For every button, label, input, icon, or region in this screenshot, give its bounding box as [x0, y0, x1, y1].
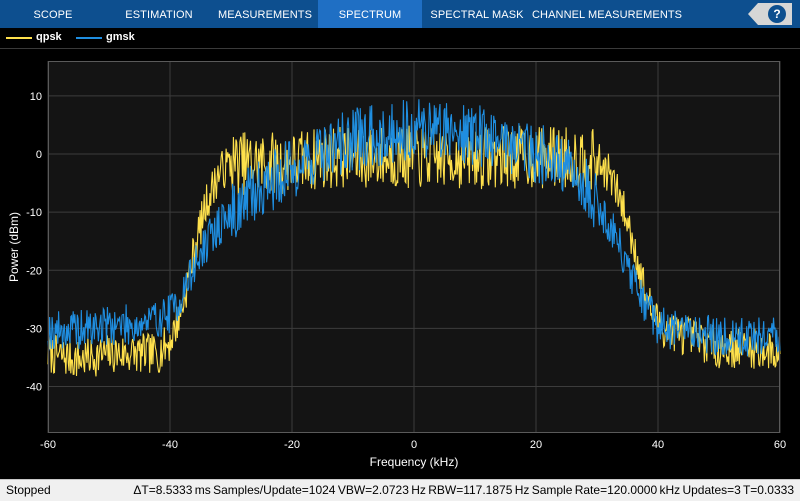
tab-measurements[interactable]: MEASUREMENTS: [217, 9, 313, 21]
tab-estimation[interactable]: ESTIMATION: [125, 9, 193, 21]
y-tick-label: -40: [26, 382, 42, 394]
x-tick-label: 20: [530, 439, 542, 451]
help-button-body: ?: [758, 3, 792, 25]
legend-item-gmsk[interactable]: gmsk: [76, 28, 136, 48]
y-axis-label: Power (dBm): [7, 212, 21, 282]
help-icon: ?: [768, 5, 786, 23]
x-tick-label: -20: [284, 439, 300, 451]
tab-channel-measurements[interactable]: CHANNEL MEASUREMENTS: [532, 9, 683, 21]
trace-gmsk: [47, 99, 781, 357]
spectrum-plot: -60 -40 -20 0 20 40 60 -40 -30 -20 -10 0 10 Frequenc…: [0, 49, 800, 479]
legend-label-gmsk: gmsk: [106, 31, 135, 43]
tab-scope[interactable]: SCOPE: [33, 9, 73, 21]
status-info: ΔT=8.5333 ms Samples/Update=1024 VBW=2.0…: [133, 483, 794, 497]
x-axis-label: Frequency (kHz): [370, 455, 459, 469]
y-tick-label: -30: [26, 323, 42, 335]
status-bar: Stopped ΔT=8.5333 ms Samples/Update=1024…: [0, 479, 800, 501]
x-tick-label: -40: [162, 439, 178, 451]
x-tick-label: -60: [40, 439, 56, 451]
legend-line-qpsk: [6, 37, 32, 39]
status-state: Stopped: [6, 483, 51, 497]
legend-label-qpsk: qpsk: [36, 31, 62, 43]
y-tick-label: 0: [36, 149, 42, 161]
x-tick-label: 40: [652, 439, 664, 451]
toolstrip-tabs: SCOPE ESTIMATION MEASUREMENTS SPECTRUM S…: [0, 0, 800, 28]
x-tick-label: 0: [411, 439, 417, 451]
tab-spectral-mask[interactable]: SPECTRAL MASK: [430, 9, 524, 21]
help-button[interactable]: ?: [748, 3, 792, 25]
legend: qpsk gmsk: [0, 28, 800, 49]
y-tick-label: -10: [26, 207, 42, 219]
y-tick-label: -20: [26, 265, 42, 277]
tab-spectrum[interactable]: SPECTRUM: [318, 0, 422, 28]
legend-item-qpsk[interactable]: qpsk: [6, 28, 66, 48]
help-button-arrow: [748, 3, 758, 25]
axes-frame: [48, 61, 780, 433]
x-tick-label: 60: [774, 439, 786, 451]
y-tick-label: 10: [30, 91, 42, 103]
tick-labels: -60 -40 -20 0 20 40 60 -40 -30 -20 -10 0 10: [26, 91, 786, 451]
legend-line-gmsk: [76, 37, 102, 39]
trace-group: [47, 99, 781, 377]
